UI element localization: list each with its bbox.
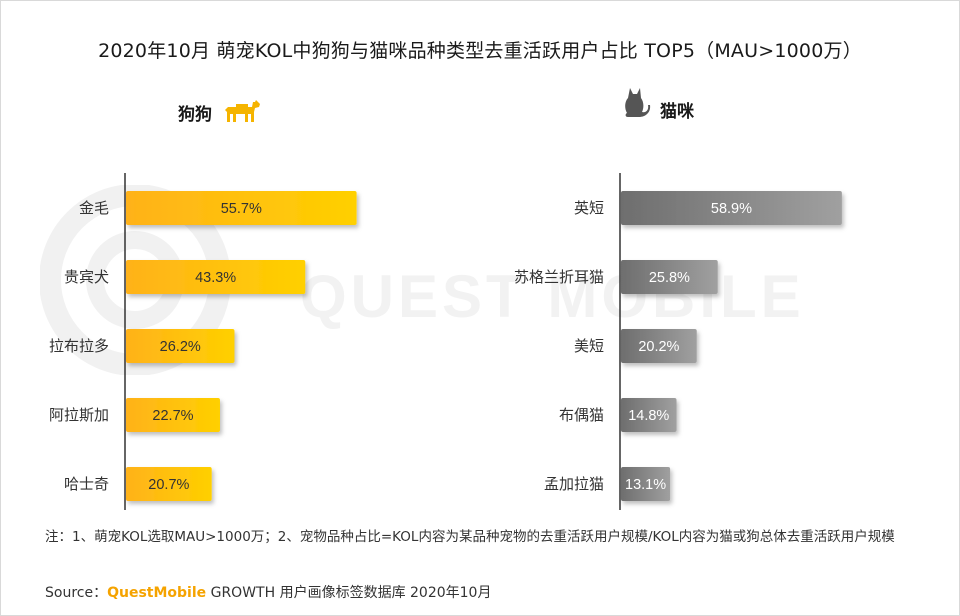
dog-bar-4 xyxy=(126,467,212,501)
cat-value-label-3: 14.8% xyxy=(628,408,669,424)
cat-value-label-4: 13.1% xyxy=(625,477,666,493)
cat-category-label-3: 布偶猫 xyxy=(559,406,604,424)
cat-bar-4 xyxy=(621,467,671,501)
cat-category-label-4: 孟加拉猫 xyxy=(544,475,604,493)
cat-bar-3 xyxy=(621,398,677,432)
dog-value-label-0: 55.7% xyxy=(221,201,262,217)
dog-bar-0 xyxy=(126,191,357,225)
dog-category-label-3: 阿拉斯加 xyxy=(49,406,109,424)
cat-value-label-2: 20.2% xyxy=(638,339,679,355)
source-line: Source：QuestMobile GROWTH 用户画像标签数据库 2020… xyxy=(45,582,491,602)
source-brand: QuestMobile xyxy=(107,585,207,601)
cat-chart: 英短 58.9% 苏格兰折耳猫 25.8% 美短 20.2% 布偶猫 14.8% 孟加拉猫 13.… xyxy=(514,173,842,510)
cat-bar-1 xyxy=(621,260,718,294)
cat-bar-2 xyxy=(621,329,697,363)
cat-icon xyxy=(625,88,651,117)
source-suffix: GROWTH 用户画像标签数据库 2020年10月 xyxy=(206,585,492,601)
dog-icon xyxy=(225,100,260,122)
footnote: 注：1、萌宠KOL选取MAU>1000万；2、宠物品种占比=KOL内容为某品种宠… xyxy=(45,529,895,545)
dog-bar-2 xyxy=(126,329,235,363)
dog-value-label-2: 26.2% xyxy=(160,339,201,355)
cat-value-label-0: 58.9% xyxy=(711,201,752,217)
dog-bar-1 xyxy=(126,260,306,294)
dog-category-label-2: 拉布拉多 xyxy=(49,337,109,355)
cat-category-label-0: 英短 xyxy=(574,199,604,217)
dog-category-label-4: 哈士奇 xyxy=(64,475,109,493)
dog-value-label-4: 20.7% xyxy=(148,477,189,493)
cat-bar-0 xyxy=(621,191,842,225)
dog-bar-3 xyxy=(126,398,220,432)
cat-panel-title: 猫咪 xyxy=(660,102,694,122)
source-prefix: Source： xyxy=(45,585,108,601)
dog-panel-title: 狗狗 xyxy=(178,105,212,125)
dog-category-label-1: 贵宾犬 xyxy=(64,268,109,286)
cat-category-label-2: 美短 xyxy=(574,337,604,355)
dog-value-label-1: 43.3% xyxy=(195,270,236,286)
cat-category-label-1: 苏格兰折耳猫 xyxy=(514,268,604,286)
dog-value-label-3: 22.7% xyxy=(152,408,193,424)
dog-chart: 金毛 55.7% 贵宾犬 43.3% 拉布拉多 26.2% 阿拉斯加 22.7% 哈士奇 20.7… xyxy=(49,173,357,510)
cat-value-label-1: 25.8% xyxy=(649,270,690,286)
dog-category-label-0: 金毛 xyxy=(79,199,109,217)
chart-title: 2020年10月 萌宠KOL中狗狗与猫咪品种类型去重活跃用户占比 TOP5（MA… xyxy=(98,40,862,62)
